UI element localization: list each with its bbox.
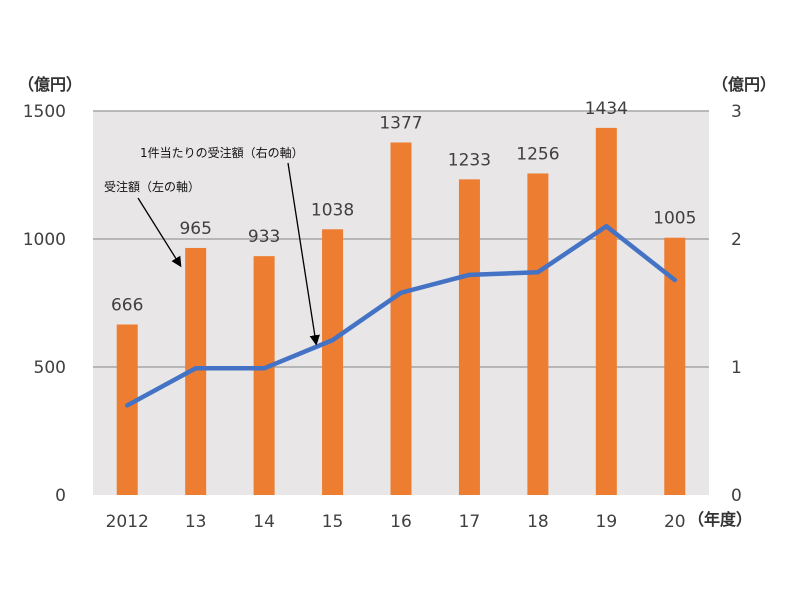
data-label: 1233 bbox=[448, 150, 491, 170]
x-axis-ticks: 2012 13 14 15 16 17 18 19 20 bbox=[106, 512, 686, 532]
data-label: 666 bbox=[111, 296, 143, 316]
line-annotation: 1件当たりの受注額（右の軸） bbox=[140, 145, 304, 160]
bar bbox=[458, 179, 480, 496]
right-tick-label: 3 bbox=[731, 102, 742, 122]
x-tick-label: 20 bbox=[664, 512, 686, 532]
bar-annotation-arrow bbox=[137, 197, 182, 268]
data-label: 1005 bbox=[653, 209, 696, 229]
data-label: 933 bbox=[248, 227, 280, 247]
data-labels: 666 965 933 1038 1377 1233 1256 1434 1005 bbox=[111, 99, 696, 316]
data-label: 965 bbox=[179, 219, 211, 239]
right-tick-label: 1 bbox=[731, 358, 742, 378]
bar bbox=[253, 256, 275, 495]
data-label: 1377 bbox=[379, 113, 422, 133]
x-axis-unit: （年度） bbox=[688, 510, 752, 529]
x-tick-label: 16 bbox=[390, 512, 412, 532]
x-tick-label: 17 bbox=[459, 512, 481, 532]
left-tick-label: 500 bbox=[34, 358, 66, 378]
x-tick-label: 18 bbox=[527, 512, 549, 532]
bar bbox=[185, 247, 207, 495]
series-line bbox=[124, 223, 678, 408]
x-tick-label: 15 bbox=[322, 512, 344, 532]
bar bbox=[527, 173, 549, 496]
x-tick-label: 13 bbox=[185, 512, 207, 532]
bar bbox=[322, 229, 344, 495]
bar-annotation: 受注額（左の軸） bbox=[104, 179, 200, 194]
bar bbox=[116, 324, 138, 495]
right-axis-ticks: 0 1 2 3 bbox=[731, 102, 742, 506]
bar-series bbox=[116, 127, 686, 496]
x-tick-label: 19 bbox=[596, 512, 618, 532]
x-tick-label: 2012 bbox=[106, 512, 149, 532]
left-tick-label: 1500 bbox=[23, 102, 66, 122]
data-label: 1038 bbox=[311, 200, 354, 220]
left-axis-ticks: 0 500 1000 1500 bbox=[23, 102, 66, 506]
line-series bbox=[124, 223, 678, 408]
right-tick-label: 2 bbox=[731, 230, 742, 250]
bar bbox=[595, 127, 617, 496]
data-label: 1434 bbox=[585, 99, 628, 119]
bar bbox=[390, 142, 412, 495]
right-axis-unit: （億円） bbox=[712, 75, 776, 94]
left-tick-label: 1000 bbox=[23, 230, 66, 250]
right-tick-label: 0 bbox=[731, 486, 742, 506]
bar bbox=[664, 237, 686, 495]
data-label: 1256 bbox=[516, 144, 559, 164]
line-annotation-arrow bbox=[287, 162, 320, 346]
x-tick-label: 14 bbox=[253, 512, 275, 532]
left-tick-label: 0 bbox=[55, 486, 66, 506]
left-axis-unit: （億円） bbox=[18, 75, 82, 94]
